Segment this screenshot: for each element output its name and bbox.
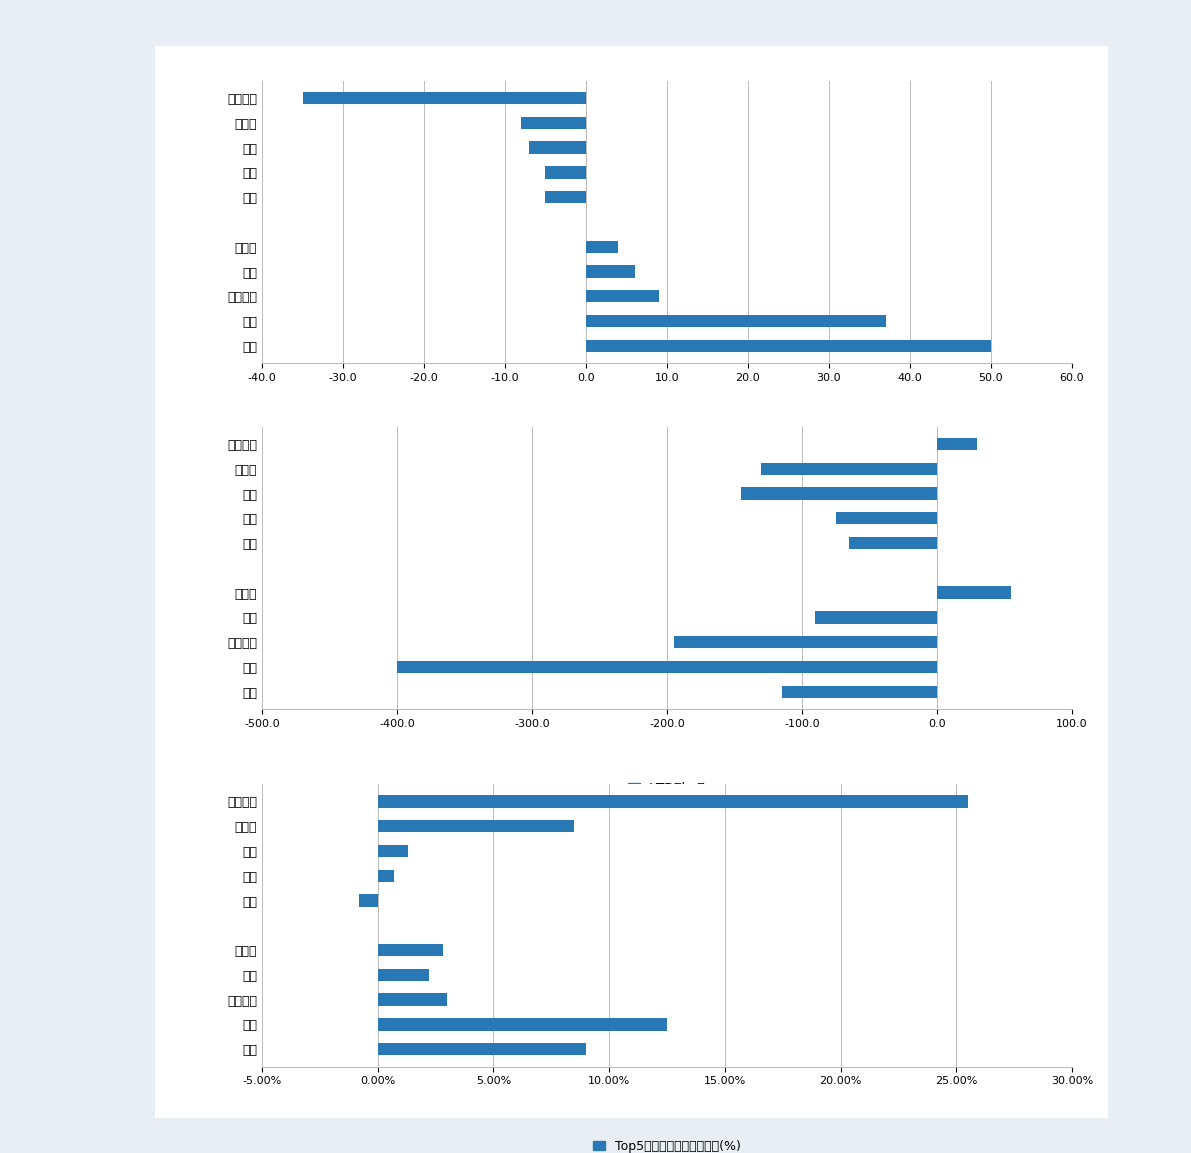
Bar [816, 611, 937, 624]
Bar [937, 438, 978, 450]
Bar [545, 191, 586, 203]
Legend: YTD（bp）: YTD（bp） [623, 777, 711, 800]
Bar [586, 340, 991, 352]
Legend: Top5经济体当前国债收益率(%): Top5经济体当前国债收益率(%) [588, 1135, 746, 1153]
Bar [836, 512, 937, 525]
Bar [378, 969, 429, 981]
Bar [937, 587, 1011, 598]
Bar [397, 661, 937, 673]
Bar [360, 895, 378, 906]
Bar [545, 166, 586, 179]
Bar [378, 944, 443, 956]
Bar [849, 537, 937, 549]
Bar [378, 1018, 667, 1031]
Bar [741, 488, 937, 499]
Bar [529, 142, 586, 153]
Bar [378, 820, 574, 832]
Bar [378, 994, 447, 1005]
Bar [378, 1043, 586, 1055]
Bar [586, 241, 618, 253]
Bar [586, 291, 659, 302]
Bar [781, 686, 937, 698]
Bar [586, 265, 635, 278]
Bar [522, 116, 586, 129]
Bar [378, 845, 407, 857]
Bar [586, 315, 886, 327]
Bar [378, 796, 968, 807]
Bar [761, 462, 937, 475]
Bar [378, 869, 394, 882]
Legend: Top 5 国债收益率变动（bp）: Top 5 国债收益率变动（bp） [591, 431, 743, 454]
Bar [303, 92, 586, 104]
Bar [674, 636, 937, 648]
